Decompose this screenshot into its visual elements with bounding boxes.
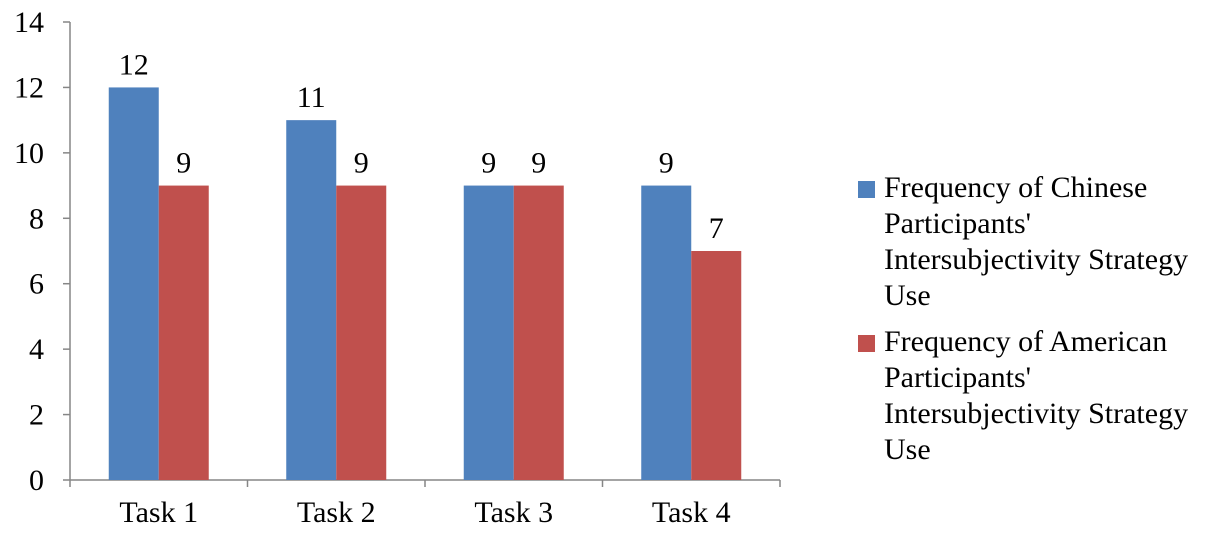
data-label: 9 bbox=[354, 147, 369, 180]
bars bbox=[108, 87, 742, 481]
data-label: 11 bbox=[297, 81, 326, 114]
y-tick-label: 6 bbox=[29, 268, 44, 301]
bar bbox=[641, 185, 692, 481]
labels: Task 1 12 9 Task 2 11 9 Task 3 9 9 Task 4 9 7 bbox=[119, 48, 731, 529]
y-tick-label: 4 bbox=[29, 333, 44, 366]
legend-item-american: Frequency of American Participants' Inte… bbox=[858, 324, 1208, 468]
y-tick-label: 12 bbox=[14, 71, 44, 104]
bar bbox=[691, 251, 742, 480]
data-label: 9 bbox=[659, 147, 674, 180]
legend: Frequency of Chinese Participants' Inter… bbox=[858, 170, 1208, 478]
legend-label-chinese: Frequency of Chinese Participants' Inter… bbox=[884, 171, 1189, 312]
data-label: 12 bbox=[119, 48, 149, 81]
y-tick-label: 0 bbox=[29, 464, 44, 497]
x-tick-label: Task 1 bbox=[119, 496, 198, 529]
bar bbox=[513, 185, 564, 481]
legend-swatch-chinese bbox=[858, 181, 875, 198]
legend-label-american: Frequency of American Participants' Inte… bbox=[884, 325, 1189, 466]
bar bbox=[286, 120, 337, 481]
bar bbox=[336, 185, 387, 481]
x-tick-label: Task 2 bbox=[297, 496, 376, 529]
bar bbox=[108, 87, 159, 480]
y-tick-label: 2 bbox=[29, 399, 44, 432]
y-tick-label: 8 bbox=[29, 202, 44, 235]
data-label: 9 bbox=[531, 147, 546, 180]
y-tick-label: 14 bbox=[14, 6, 44, 39]
legend-item-chinese: Frequency of Chinese Participants' Inter… bbox=[858, 170, 1208, 314]
legend-swatch-american bbox=[858, 335, 875, 352]
data-label: 7 bbox=[709, 212, 724, 245]
y-tick-label: 10 bbox=[14, 137, 44, 170]
x-tick-label: Task 3 bbox=[474, 496, 553, 529]
data-label: 9 bbox=[176, 147, 191, 180]
data-label: 9 bbox=[481, 147, 496, 180]
x-tick-label: Task 4 bbox=[652, 496, 731, 529]
bar bbox=[463, 185, 514, 481]
bar bbox=[158, 185, 209, 481]
